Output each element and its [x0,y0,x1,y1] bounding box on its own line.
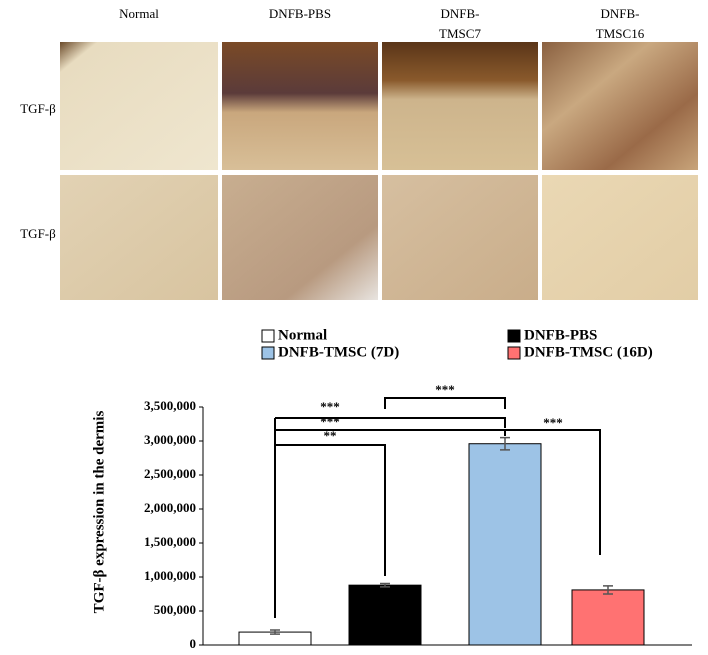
legend-swatch [261,346,275,360]
y-tick-label: 0 [190,636,197,651]
significance-label: *** [320,399,340,414]
legend-label: DNFB-TMSC (16D) [524,344,653,360]
bracket [275,417,506,428]
row-label: TGF-β [20,226,56,241]
micrograph [222,175,378,300]
y-tick-label: 3,000,000 [144,432,196,447]
significance-label: ** [324,428,337,443]
micrograph [222,42,378,170]
legend-swatch [261,329,275,343]
legend-swatch [507,346,521,360]
y-axis-label: TGF-β expression in the dermis [91,411,107,614]
column-label: Normal [119,6,159,21]
micrograph [60,175,218,300]
error-bar [603,585,613,595]
column-label: DNFB-PBS [269,6,331,21]
bar [571,589,645,646]
error-bar [380,582,390,588]
legend-label: DNFB-TMSC (7D) [278,344,399,360]
significance-label: *** [435,382,455,397]
error-bar [270,629,280,635]
legend-label: Normal [278,327,327,343]
significance-label: *** [320,414,340,429]
y-tick-label: 500,000 [154,602,196,617]
legend-label: DNFB-PBS [524,327,597,343]
column-label: TMSC7 [439,26,481,41]
bracket [504,429,600,436]
micrograph [60,42,218,170]
micrograph [542,175,698,300]
column-label: TMSC16 [596,26,645,41]
column-label: DNFB- [600,6,639,21]
bar [468,443,542,646]
y-tick-label: 1,000,000 [144,568,196,583]
column-label: DNFB- [440,6,479,21]
y-tick-label: 1,500,000 [144,534,196,549]
micrograph [382,42,538,170]
bracket [275,444,386,576]
significance-label: *** [543,415,563,430]
error-bar [500,436,510,451]
micrograph [382,175,538,300]
bracket [384,397,506,409]
legend-swatch [507,329,521,343]
bar [348,584,422,646]
micrographs [60,42,698,300]
micrograph [542,42,698,170]
y-tick-label: 3,500,000 [144,398,196,413]
y-tick-label: 2,000,000 [144,500,196,515]
bracket [275,429,601,555]
y-tick-label: 2,500,000 [144,466,196,481]
row-label: TGF-β [20,101,56,116]
